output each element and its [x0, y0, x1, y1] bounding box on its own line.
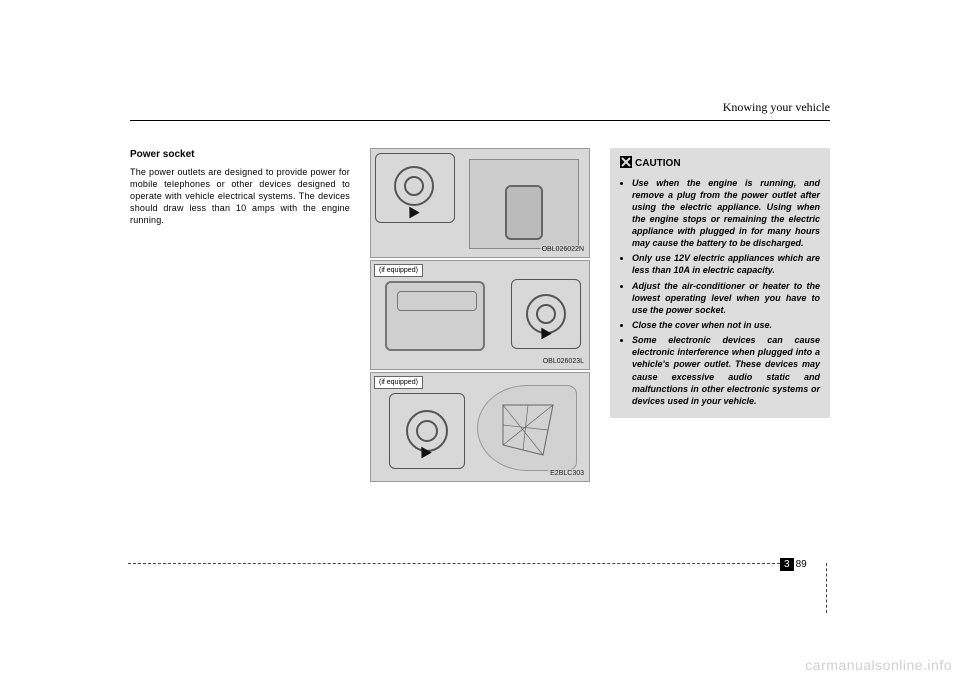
arrow-icon [404, 207, 419, 222]
figure-1: OBL026022N [370, 148, 590, 258]
inset-box [511, 279, 581, 349]
caution-item: Some electronic devices can cause electr… [632, 334, 820, 407]
figure-code: E2BLC303 [548, 469, 586, 478]
cargo-net-icon [498, 400, 558, 460]
section-body: The power outlets are designed to pro­vi… [130, 166, 350, 227]
chapter-title: Knowing your vehicle [723, 100, 830, 115]
manual-page: Knowing your vehicle Power socket The po… [130, 100, 830, 580]
power-socket-inner-icon [416, 420, 438, 442]
page-number-value: 89 [794, 558, 809, 571]
caution-item: Use when the engine is running, and remo… [632, 177, 820, 250]
inset-box [375, 153, 455, 223]
caution-heading: CAUTION [620, 156, 820, 173]
power-socket-inner-icon [536, 304, 556, 324]
figure-tag: (if equipped) [374, 376, 423, 389]
caution-item: Adjust the air-conditioner or heater to … [632, 280, 820, 316]
figure-code: OBL026022N [540, 245, 586, 254]
caution-item: Close the cover when not in use. [632, 319, 820, 331]
caution-icon [620, 156, 632, 173]
page-chapter-number: 3 [780, 558, 794, 571]
console-panel [469, 159, 579, 249]
cargo-panel-icon [477, 385, 577, 471]
figure-3: (if equipped) E2BLC303 [370, 372, 590, 482]
lid-slot-icon [397, 291, 477, 311]
shifter-icon [505, 185, 543, 240]
page-number: 389 [780, 558, 809, 571]
storage-lid-icon [385, 281, 485, 351]
footer-rule [128, 563, 780, 564]
inset-box [389, 393, 465, 469]
caution-list: Use when the engine is running, and remo… [620, 177, 820, 408]
column-2-figures: OBL026022N (if equipped) OBL026023L (if … [370, 148, 590, 484]
header-rule [130, 120, 830, 121]
section-title: Power socket [130, 148, 350, 162]
figure-2: (if equipped) OBL026023L [370, 260, 590, 370]
column-3: CAUTION Use when the engine is running, … [610, 148, 830, 418]
caution-head-text: CAUTION [635, 158, 681, 169]
watermark: carmanualsonline.info [805, 657, 952, 673]
footer-rule-v [826, 563, 827, 613]
figure-tag: (if equipped) [374, 264, 423, 277]
caution-item: Only use 12V electric appliances which a… [632, 252, 820, 276]
column-1: Power socket The power outlets are desig… [130, 148, 350, 226]
power-socket-inner-icon [404, 176, 424, 196]
caution-box: CAUTION Use when the engine is running, … [610, 148, 830, 418]
figure-code: OBL026023L [541, 357, 586, 366]
